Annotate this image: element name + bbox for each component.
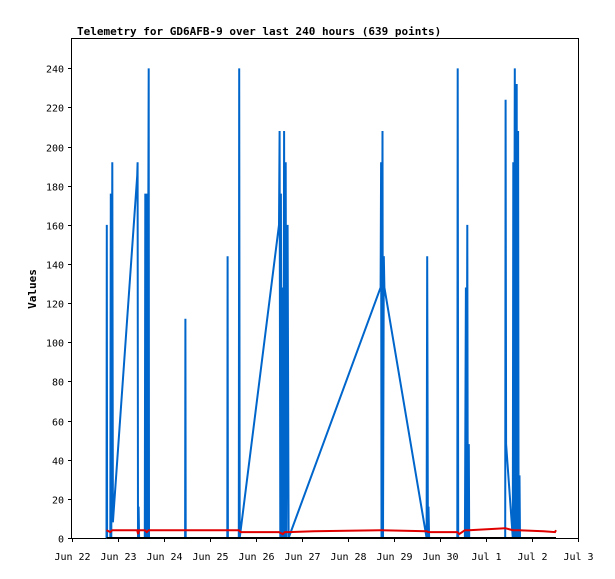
x-tick-label: Jun 23 xyxy=(100,552,136,563)
y-tick-label: 180 xyxy=(46,183,64,194)
x-tick-label: Jun 27 xyxy=(284,552,320,563)
series-line-2 xyxy=(106,527,557,536)
x-tick-label: Jun 28 xyxy=(330,552,366,563)
chart-title: Telemetry for GD6AFB-9 over last 240 hou… xyxy=(77,25,441,38)
y-tick-label: 240 xyxy=(46,65,64,76)
y-tick-label: 120 xyxy=(46,300,64,311)
x-tick-label: Jul 2 xyxy=(517,552,547,563)
x-axis: Jun 22 Jun 23 Jun 24 Jun 25 Jun 26 Jun 27 Jun … xyxy=(54,538,594,563)
y-tick-label: 0 xyxy=(58,535,64,546)
y-tick-label: 200 xyxy=(46,144,64,155)
x-tick-label: Jun 29 xyxy=(376,552,412,563)
y-axis-title: Values xyxy=(26,269,39,309)
y-tick-label: 100 xyxy=(46,339,64,350)
y-tick-label: 40 xyxy=(52,457,64,468)
x-tick-label: Jun 26 xyxy=(238,552,274,563)
y-axis: 0 20 40 60 80 100 120 140 160 180 200 220 240 xyxy=(46,65,72,546)
y-tick-label: 20 xyxy=(52,496,64,507)
y-tick-label: 160 xyxy=(46,222,64,233)
series-layer xyxy=(105,68,557,539)
y-tick-label: 60 xyxy=(52,418,64,429)
y-tick-label: 80 xyxy=(52,378,64,389)
x-tick-label: Jun 22 xyxy=(54,552,90,563)
x-tick-label: Jul 3 xyxy=(563,552,593,563)
y-tick-label: 220 xyxy=(46,104,64,115)
x-tick-label: Jun 24 xyxy=(146,552,182,563)
x-tick-label: Jun 30 xyxy=(422,552,458,563)
x-tick-label: Jul 1 xyxy=(471,552,501,563)
y-tick-label: 140 xyxy=(46,261,64,272)
x-tick-label: Jun 25 xyxy=(192,552,228,563)
